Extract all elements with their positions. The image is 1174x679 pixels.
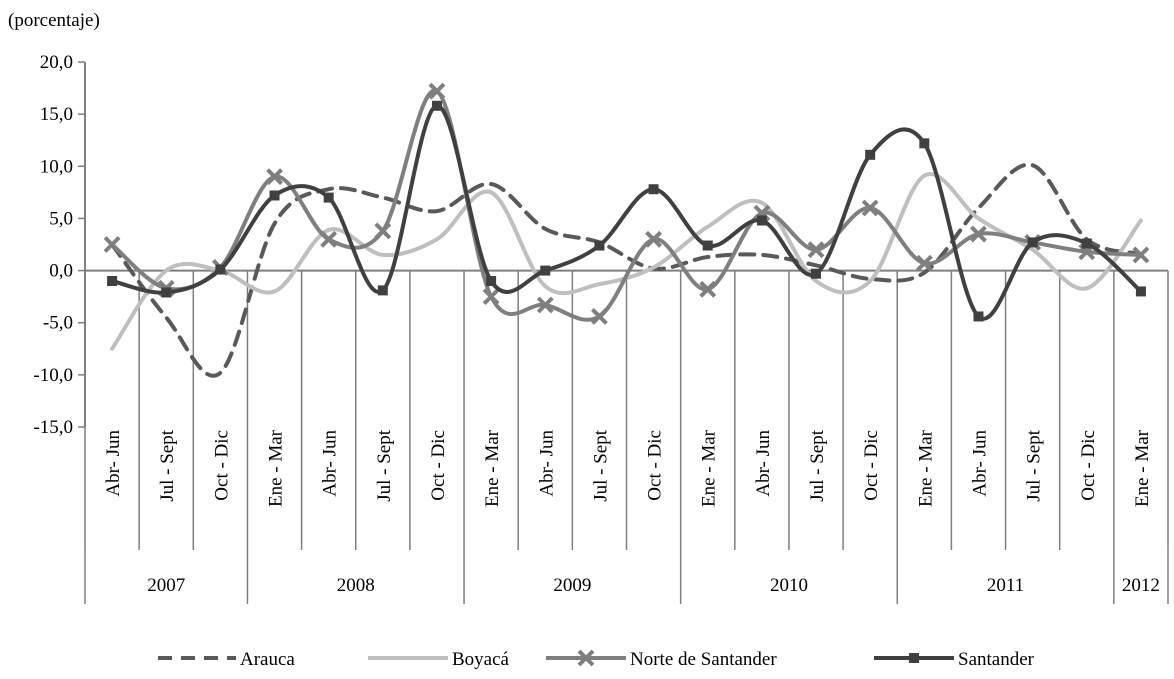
category-label: Jul - Sept bbox=[1024, 429, 1045, 502]
legend-label-boyac-: Boyacá bbox=[452, 649, 510, 670]
year-label: 2008 bbox=[337, 575, 375, 596]
category-label: Oct - Dic bbox=[1078, 430, 1099, 501]
series-point-norte-de-santander bbox=[807, 241, 825, 259]
category-label: Ene - Mar bbox=[1132, 429, 1153, 507]
series-point-santander bbox=[702, 240, 713, 251]
series-point-santander bbox=[269, 190, 280, 201]
category-label: Abr- Jun bbox=[969, 430, 990, 497]
category-label: Jul - Sept bbox=[157, 429, 178, 502]
year-label: 2012 bbox=[1122, 575, 1160, 596]
y-tick-label: -15,0 bbox=[33, 417, 73, 438]
series-point-santander bbox=[756, 215, 767, 226]
series-point-norte-de-santander bbox=[591, 308, 608, 325]
series-point-santander bbox=[431, 100, 442, 111]
series-point-norte-de-santander bbox=[320, 230, 338, 248]
category-label: Ene - Mar bbox=[482, 429, 503, 507]
legend-label-santander: Santander bbox=[958, 649, 1035, 670]
legend-label-arauca: Arauca bbox=[240, 649, 295, 670]
category-label: Jul - Sept bbox=[374, 429, 395, 502]
series-point-santander bbox=[215, 264, 226, 275]
category-label: Abr- Jun bbox=[536, 430, 557, 497]
category-label: Oct - Dic bbox=[211, 430, 232, 501]
category-label: Abr- Jun bbox=[753, 430, 774, 497]
category-label: Abr- Jun bbox=[320, 430, 341, 497]
category-label: Ene - Mar bbox=[699, 429, 720, 507]
y-tick-label: 0,0 bbox=[49, 261, 73, 282]
y-tick-label: -10,0 bbox=[33, 365, 73, 386]
series-point-norte-de-santander bbox=[536, 296, 554, 314]
series-point-norte-de-santander bbox=[266, 168, 283, 186]
category-label: Oct - Dic bbox=[428, 430, 449, 501]
series-point-santander bbox=[323, 192, 334, 203]
category-label: Ene - Mar bbox=[915, 429, 936, 507]
year-label: 2009 bbox=[553, 575, 591, 596]
series-point-santander bbox=[919, 138, 930, 149]
series-point-santander bbox=[540, 265, 551, 276]
series-point-santander bbox=[1027, 237, 1038, 248]
series-point-santander bbox=[594, 240, 605, 251]
series-point-norte-de-santander bbox=[645, 230, 662, 248]
legend-marker-santander bbox=[909, 653, 919, 663]
y-tick-label: 5,0 bbox=[49, 208, 73, 229]
legend-label-norte-de-santander: Norte de Santander bbox=[630, 649, 777, 670]
category-label: Jul - Sept bbox=[807, 429, 828, 502]
y-tick-label: 20,0 bbox=[40, 52, 73, 73]
series-point-norte-de-santander bbox=[374, 222, 392, 240]
category-label: Jul - Sept bbox=[590, 429, 611, 502]
series-line-boyac- bbox=[110, 172, 1143, 351]
series-point-norte-de-santander bbox=[1132, 246, 1150, 264]
category-label: Oct - Dic bbox=[645, 430, 666, 501]
series-point-santander bbox=[648, 184, 659, 195]
series-point-santander bbox=[973, 311, 984, 322]
y-tick-label: 15,0 bbox=[40, 104, 73, 125]
series-point-norte-de-santander bbox=[970, 225, 987, 243]
y-tick-label: -5,0 bbox=[43, 313, 73, 334]
series-point-santander bbox=[107, 276, 118, 286]
category-label: Ene - Mar bbox=[266, 429, 287, 507]
series-point-norte-de-santander bbox=[428, 82, 446, 100]
series-point-santander bbox=[377, 285, 388, 296]
series-point-santander bbox=[161, 287, 172, 298]
series-point-norte-de-santander bbox=[103, 236, 121, 253]
year-label: 2007 bbox=[147, 575, 185, 596]
series-point-santander bbox=[1081, 238, 1092, 249]
y-axis-unit-label: (porcentaje) bbox=[8, 10, 100, 31]
series-line-santander bbox=[110, 103, 1143, 321]
series-point-norte-de-santander bbox=[482, 288, 500, 306]
series-point-norte-de-santander bbox=[861, 199, 879, 217]
year-label: 2011 bbox=[987, 575, 1024, 596]
legend-marker-norte-de-santander bbox=[577, 649, 595, 667]
category-label: Oct - Dic bbox=[861, 430, 882, 501]
series-point-santander bbox=[865, 149, 876, 160]
series-point-santander bbox=[1135, 286, 1146, 297]
category-label: Abr- Jun bbox=[103, 430, 124, 497]
series-point-santander bbox=[486, 276, 497, 286]
year-label: 2010 bbox=[770, 575, 808, 596]
series-point-norte-de-santander bbox=[915, 254, 933, 272]
series-point-santander bbox=[811, 268, 822, 279]
y-tick-label: 10,0 bbox=[40, 156, 73, 177]
series-point-norte-de-santander bbox=[699, 280, 717, 298]
